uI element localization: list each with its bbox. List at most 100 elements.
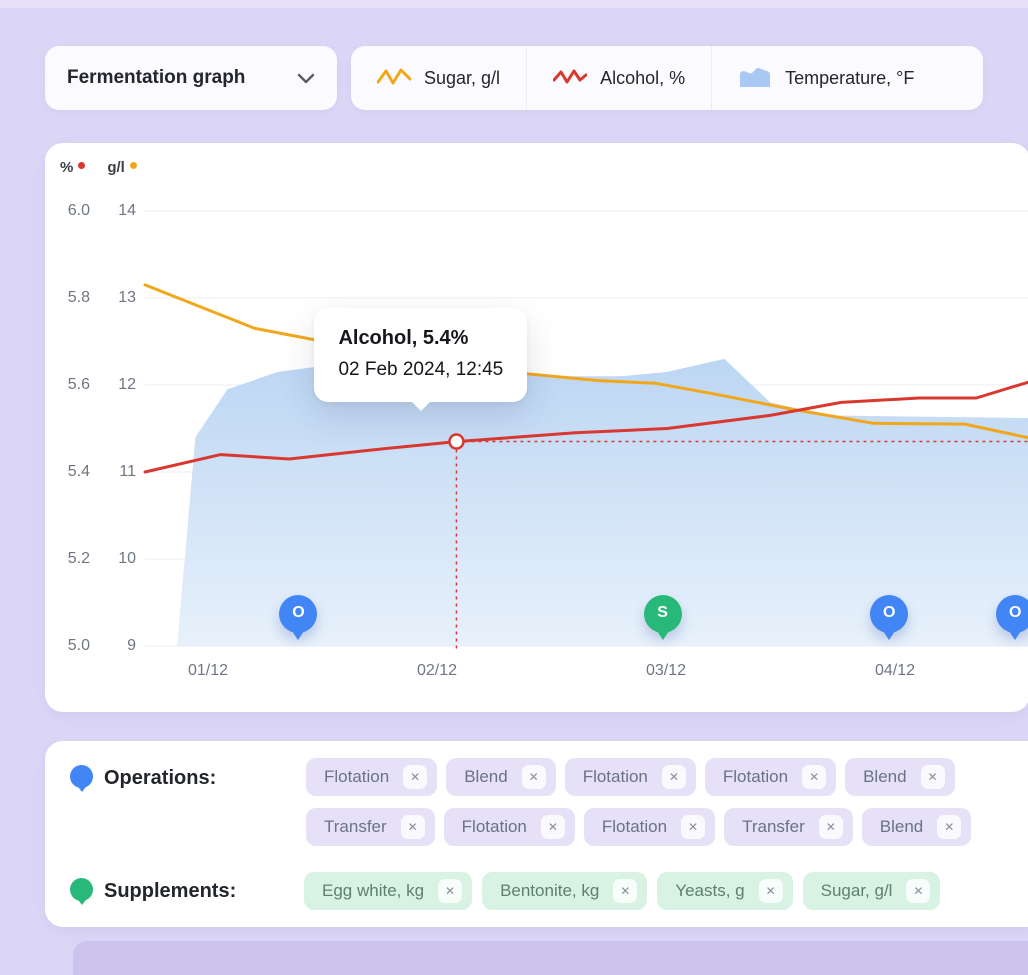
chip-label: Flotation <box>461 817 527 836</box>
supplement-chip: Bentonite, kg <box>482 872 648 910</box>
legend-item-label: Alcohol, % <box>600 67 686 88</box>
operation-chip: Blend <box>845 758 955 796</box>
x-axis-label: 03/12 <box>645 662 687 679</box>
graph-selector-label: Fermentation graph <box>67 67 246 88</box>
legend-item-temperature[interactable]: Temperature, °F <box>711 46 940 110</box>
close-icon <box>809 771 819 783</box>
close-icon <box>408 821 418 833</box>
operations-label-group: Operations: <box>70 764 217 790</box>
operation-chip: Flotation <box>583 808 716 846</box>
chip-label: Blend <box>879 817 924 836</box>
remove-chip-button[interactable] <box>920 765 945 789</box>
operations-chip-list: Flotation Blend Flotation Flotation Blen… <box>306 758 972 846</box>
remove-chip-button[interactable] <box>613 879 638 903</box>
remove-chip-button[interactable] <box>906 879 931 903</box>
remove-chip-button[interactable] <box>681 815 706 839</box>
x-axis-label: 04/12 <box>874 662 916 679</box>
series-legend-bar: Sugar, g/l Alcohol, % Temperature, °F <box>351 46 983 110</box>
chip-label: Egg white, kg <box>322 881 425 900</box>
legend-item-sugar[interactable]: Sugar, g/l <box>351 46 526 110</box>
operation-chip: Blend <box>861 808 972 846</box>
operation-marker-pin[interactable]: O <box>996 595 1028 633</box>
close-icon <box>913 885 923 897</box>
y-axis-label: 10 <box>118 550 136 567</box>
remove-chip-button[interactable] <box>758 879 783 903</box>
remove-chip-button[interactable] <box>802 765 827 789</box>
legend-item-alcohol[interactable]: Alcohol, % <box>526 46 711 110</box>
close-icon <box>669 771 679 783</box>
operation-chip: Transfer <box>724 808 853 846</box>
remove-chip-button[interactable] <box>937 815 962 839</box>
axis-unit-legend: % g/l <box>60 159 137 176</box>
gl-unit-label: g/l <box>107 159 125 176</box>
y-axis-label: 6.0 <box>67 202 90 219</box>
chip-label: Flotation <box>582 767 648 786</box>
fermentation-chart[interactable] <box>45 143 1028 712</box>
supplement-chip: Yeasts, g <box>657 872 793 910</box>
legend-item-label: Sugar, g/l <box>424 67 501 88</box>
y-axis-label: 11 <box>119 463 136 480</box>
next-section-edge <box>73 941 1028 975</box>
supplement-marker-pin[interactable]: S <box>643 595 682 633</box>
y-axis-label: 12 <box>118 376 136 393</box>
marker-letter: O <box>883 604 896 621</box>
chip-label: Bentonite, kg <box>500 881 600 900</box>
marker-letter: S <box>657 604 668 621</box>
remove-chip-button[interactable] <box>540 815 565 839</box>
chip-label: Flotation <box>324 767 390 786</box>
supplement-pin-icon <box>70 877 93 901</box>
close-icon <box>944 821 954 833</box>
chart-tooltip: Alcohol, 5.4% 02 Feb 2024, 12:45 <box>314 308 528 402</box>
operations-label: Operations: <box>104 767 217 789</box>
remove-chip-button[interactable] <box>400 815 425 839</box>
y-axis-label: 5.6 <box>67 376 90 393</box>
operation-marker-pin[interactable]: O <box>279 595 318 633</box>
chip-label: Blend <box>464 767 508 786</box>
close-icon <box>529 771 539 783</box>
sugar-line-icon <box>377 68 411 85</box>
remove-chip-button[interactable] <box>521 765 546 789</box>
remove-chip-button[interactable] <box>818 815 843 839</box>
close-icon <box>688 821 698 833</box>
operations-chip-row: Transfer Flotation Flotation Transfer Bl… <box>306 808 972 846</box>
chip-label: Yeasts, g <box>675 881 745 900</box>
sugar-dot <box>129 162 137 169</box>
operations-chip-row: Flotation Blend Flotation Flotation Blen… <box>306 758 971 796</box>
marker-letter: O <box>292 604 305 621</box>
y-axis-label: 5.4 <box>67 463 90 480</box>
x-axis-label: 02/12 <box>416 662 458 679</box>
events-panel: Operations: Flotation Blend Flotation Fl… <box>45 741 1028 927</box>
supplements-label: Supplements: <box>104 880 237 902</box>
supplement-chip: Sugar, g/l <box>802 872 941 910</box>
y-axis-label: 9 <box>127 637 136 654</box>
close-icon <box>766 885 776 897</box>
y-axis-label: 5.0 <box>67 637 90 654</box>
chip-label: Transfer <box>324 817 387 836</box>
remove-chip-button[interactable] <box>403 765 428 789</box>
operation-chip: Flotation <box>704 758 837 796</box>
y-axis-label: 5.2 <box>67 550 90 567</box>
y-axis-label: 5.8 <box>67 289 90 306</box>
remove-chip-button[interactable] <box>438 879 463 903</box>
supplements-chip-list: Egg white, kg Bentonite, kg Yeasts, g Su… <box>304 872 941 910</box>
operation-pin-icon <box>70 764 93 788</box>
chip-label: Flotation <box>601 817 668 836</box>
operation-marker-pin[interactable]: O <box>870 595 909 633</box>
legend-item-label: Temperature, °F <box>785 67 915 88</box>
supplement-chip: Egg white, kg <box>304 872 473 910</box>
close-icon <box>620 885 630 897</box>
tooltip-timestamp: 02 Feb 2024, 12:45 <box>338 359 504 380</box>
operation-chip: Blend <box>446 758 556 796</box>
chip-label: Flotation <box>722 767 789 786</box>
close-icon <box>410 771 420 783</box>
graph-selector-dropdown[interactable]: Fermentation graph <box>45 46 337 110</box>
operation-chip: Flotation <box>564 758 696 796</box>
y-axis-label: 14 <box>118 202 136 219</box>
chip-label: Blend <box>863 767 907 786</box>
chip-label: Transfer <box>742 817 805 836</box>
close-icon <box>548 821 558 833</box>
remove-chip-button[interactable] <box>661 765 686 789</box>
previous-section-edge <box>0 0 1028 8</box>
